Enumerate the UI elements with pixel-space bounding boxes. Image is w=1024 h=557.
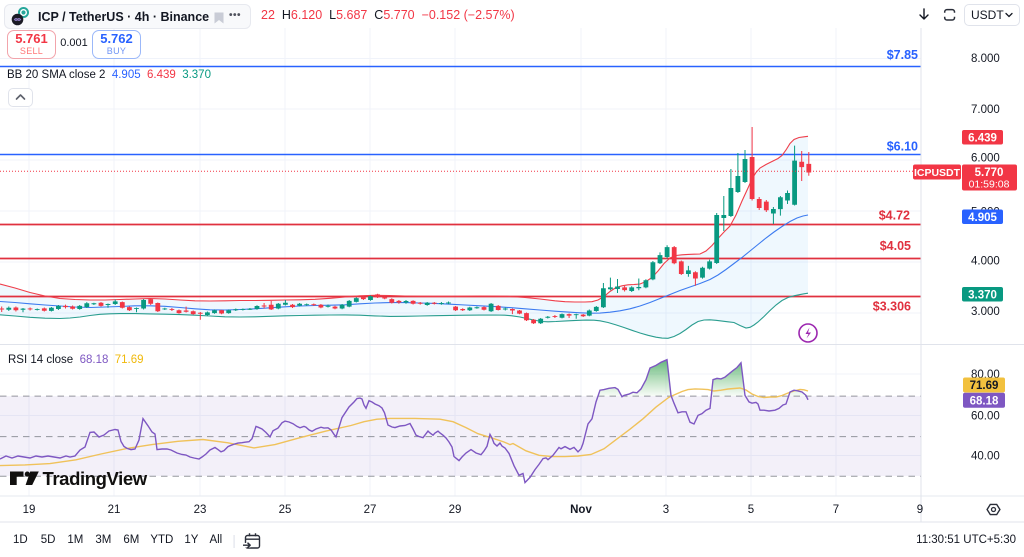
svg-text:4.905: 4.905	[968, 212, 997, 224]
svg-text:$4.72: $4.72	[879, 209, 910, 223]
svg-text:$4.05: $4.05	[880, 239, 911, 253]
svg-text:25: 25	[279, 504, 292, 516]
svg-text:$7.85: $7.85	[887, 48, 918, 62]
svg-text:68.18: 68.18	[970, 395, 999, 407]
svg-text:23: 23	[194, 504, 207, 516]
svg-text:6.439: 6.439	[968, 133, 997, 145]
svg-text:3.000: 3.000	[971, 306, 1000, 318]
svg-text:3.370: 3.370	[968, 290, 997, 302]
svg-text:60.00: 60.00	[971, 411, 1000, 423]
svg-text:7.000: 7.000	[971, 104, 1000, 116]
svg-text:19: 19	[23, 504, 36, 516]
svg-text:8.000: 8.000	[971, 53, 1000, 65]
svg-text:6.000: 6.000	[971, 153, 1000, 165]
svg-text:$6.10: $6.10	[887, 140, 918, 154]
svg-text:ICPUSDT: ICPUSDT	[914, 167, 961, 179]
svg-text:4.000: 4.000	[971, 256, 1000, 268]
svg-text:7: 7	[833, 504, 839, 516]
svg-text:01:59:08: 01:59:08	[969, 179, 1010, 191]
svg-text:Nov: Nov	[570, 504, 592, 516]
svg-text:9: 9	[917, 504, 923, 516]
svg-text:40.00: 40.00	[971, 451, 1000, 463]
svg-text:29: 29	[449, 504, 462, 516]
svg-text:3: 3	[663, 504, 669, 516]
svg-text:5.770: 5.770	[975, 167, 1004, 179]
svg-text:TradingView: TradingView	[43, 468, 148, 489]
svg-text:$3.306: $3.306	[873, 300, 911, 314]
svg-text:21: 21	[108, 504, 121, 516]
svg-text:71.69: 71.69	[970, 380, 999, 392]
svg-text:5: 5	[748, 504, 754, 516]
svg-text:27: 27	[364, 504, 377, 516]
